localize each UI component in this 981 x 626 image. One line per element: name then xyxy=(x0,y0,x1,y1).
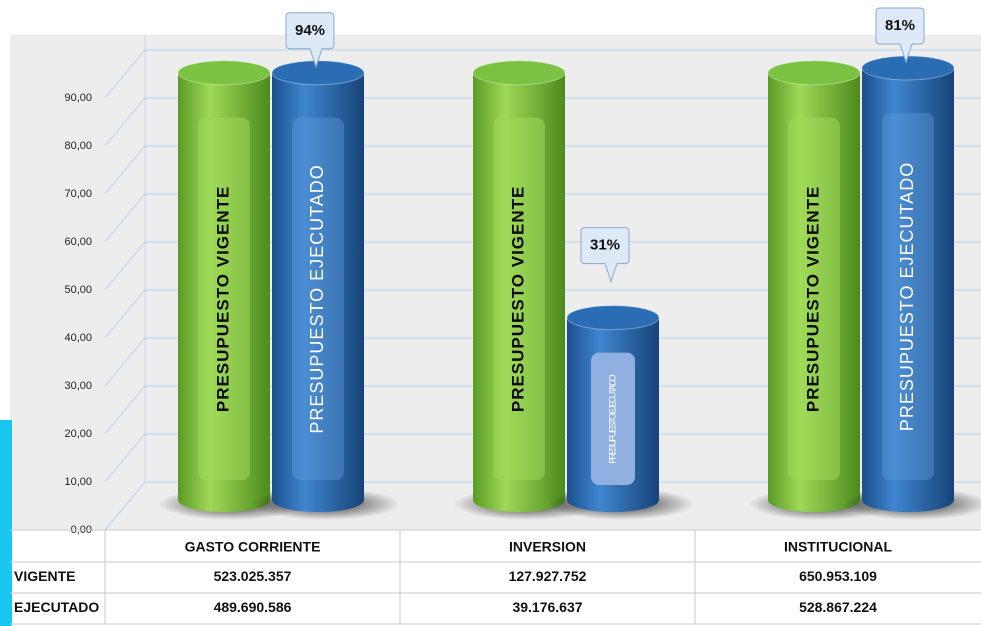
data-table: GASTO CORRIENTE INVERSION INSTITUCIONAL VIG… xyxy=(10,529,981,625)
callout-box xyxy=(580,227,630,284)
bar-panel xyxy=(198,117,250,481)
callout: 81% xyxy=(875,7,925,64)
bar-top xyxy=(767,60,861,86)
bar-label: PRESUPUESTO VIGENTE xyxy=(213,186,232,413)
bar-top xyxy=(861,55,955,81)
y-tick-label: 50,00 xyxy=(64,284,92,296)
y-tick-label: 40,00 xyxy=(64,332,92,344)
bar-top xyxy=(177,60,271,86)
bar: PRESUPUESTO EJECUTADO xyxy=(861,55,955,512)
bar-label: PRESUPUESTO EJECUTADO xyxy=(897,162,917,431)
callout-label: 81% xyxy=(885,17,915,34)
table-cell: 523.025.357 xyxy=(214,568,292,584)
x-tick-label: INSTITUCIONAL xyxy=(784,539,893,555)
y-tick-label: 30,00 xyxy=(64,380,92,392)
bar-panel xyxy=(788,117,840,481)
x-tick-label: INVERSION xyxy=(509,539,586,555)
y-tick-label: 60,00 xyxy=(64,236,92,248)
grid-line xyxy=(104,97,981,147)
bar: PRESUPUESTO EJECUTADO xyxy=(271,60,365,513)
callout-label: 31% xyxy=(590,237,620,254)
bar-body xyxy=(272,72,364,513)
side-strip xyxy=(0,420,12,626)
y-tick-label: 70,00 xyxy=(64,188,92,200)
bar-label: PRESUPUESTO EJECUTADO xyxy=(307,164,327,433)
callout: 31% xyxy=(580,227,630,284)
grid-line xyxy=(104,289,981,339)
bar: PRESUPUESTO VIGENTE xyxy=(767,60,861,513)
callout-box xyxy=(875,7,925,64)
grid-line xyxy=(104,49,981,99)
table-cell: 489.690.586 xyxy=(214,599,292,615)
grid-line xyxy=(104,145,981,195)
grid-line xyxy=(104,337,981,387)
grid-line xyxy=(104,241,981,291)
grid-line xyxy=(104,385,981,435)
y-tick-label: 10,00 xyxy=(64,476,92,488)
table-row-label: VIGENTE xyxy=(14,568,75,584)
bar-panel xyxy=(591,352,635,485)
grid-line xyxy=(104,433,981,483)
table-cell: 528.867.224 xyxy=(799,599,877,615)
bar-label: PRESUPUESTO VIGENTE xyxy=(803,186,822,413)
bar: PRESUPUESTO VIGENTE xyxy=(177,60,271,513)
header-strip xyxy=(0,0,981,30)
table-cell: 650.953.109 xyxy=(799,568,877,584)
table-cell: 39.176.637 xyxy=(512,599,582,615)
y-tick-label: 90,00 xyxy=(64,92,92,104)
bar-panel xyxy=(493,117,545,481)
grid-line xyxy=(104,481,981,531)
callout-box xyxy=(285,12,335,69)
bar: PRESUPUESTO VIGENTE xyxy=(472,60,566,513)
bar-body xyxy=(862,68,954,512)
bar-label: PRESUPUESTO EJECUTADO xyxy=(607,374,617,464)
grid-line xyxy=(104,193,981,243)
bar-label: PRESUPUESTO VIGENTE xyxy=(508,186,527,413)
y-tick-label: 80,00 xyxy=(64,140,92,152)
bar-panel xyxy=(292,117,344,481)
table-cell: 127.927.752 xyxy=(509,568,587,584)
bar: PRESUPUESTO EJECUTADO xyxy=(566,305,660,512)
bar-top xyxy=(472,60,566,86)
y-tick-label: 20,00 xyxy=(64,428,92,440)
callout-label: 94% xyxy=(295,22,325,39)
callout: 94% xyxy=(285,12,335,69)
bar-panel xyxy=(882,113,934,480)
bar-top xyxy=(271,60,365,86)
bars: PRESUPUESTO VIGENTE PRESUPUESTO EJECUTADO… xyxy=(158,7,981,520)
x-tick-label: GASTO CORRIENTE xyxy=(185,539,321,555)
bar-top xyxy=(566,305,660,331)
table-row-label: EJECUTADO xyxy=(14,599,99,615)
